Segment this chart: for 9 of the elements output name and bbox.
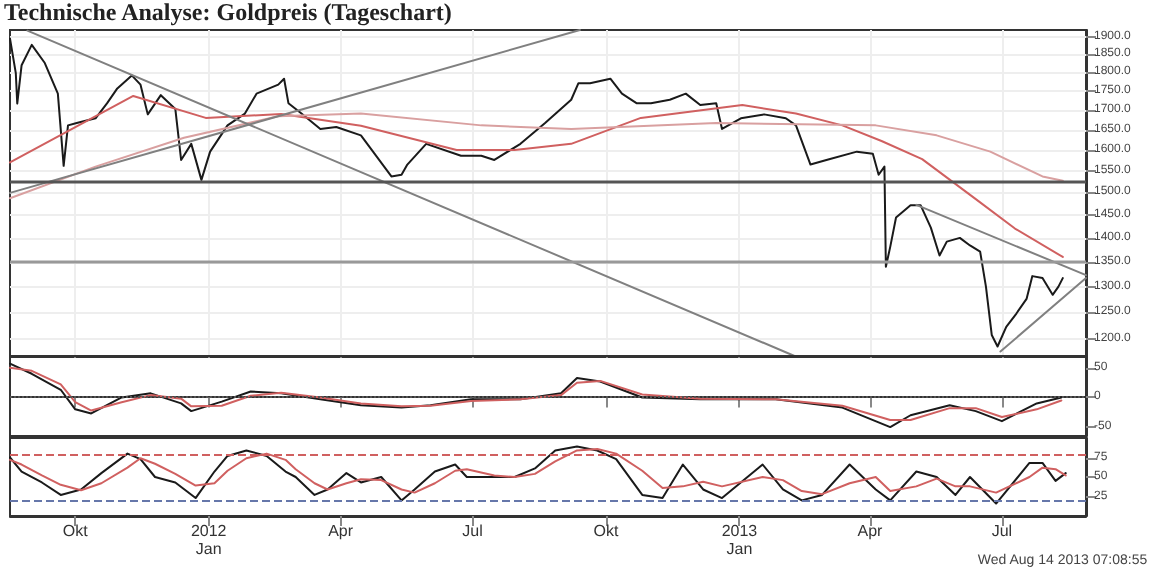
x-tick-label: Okt bbox=[62, 522, 90, 540]
x-tick-label: 2012 Jan bbox=[190, 522, 228, 558]
x-tick-label: Apr bbox=[328, 522, 354, 540]
chart-title: Technische Analyse: Goldpreis (Tageschart) bbox=[4, 0, 452, 26]
x-tick-label: Apr bbox=[857, 522, 884, 540]
x-tick-label: Jul bbox=[991, 522, 1013, 540]
x-tick-label: Jul bbox=[462, 522, 484, 540]
x-tick-label: Okt bbox=[593, 522, 620, 540]
x-tick-label: 2013 Jan bbox=[721, 522, 759, 558]
